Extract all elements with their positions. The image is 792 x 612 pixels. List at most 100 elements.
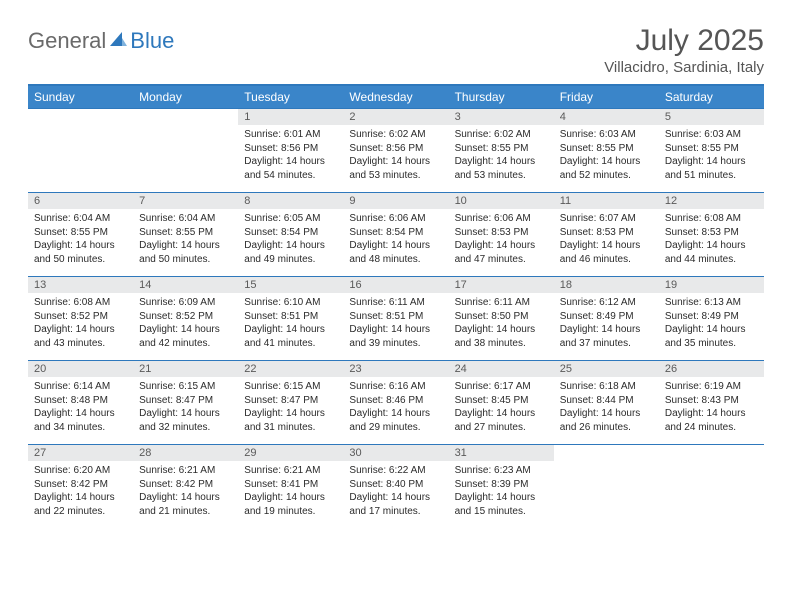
calendar-day-cell: 29Sunrise: 6:21 AMSunset: 8:41 PMDayligh… xyxy=(238,444,343,528)
day-body: Sunrise: 6:16 AMSunset: 8:46 PMDaylight:… xyxy=(343,377,448,434)
day-body: Sunrise: 6:21 AMSunset: 8:41 PMDaylight:… xyxy=(238,461,343,518)
calendar-week-row: 27Sunrise: 6:20 AMSunset: 8:42 PMDayligh… xyxy=(28,444,764,528)
day-number: 9 xyxy=(343,192,448,209)
daylight-text: Daylight: 14 hours and 17 minutes. xyxy=(349,491,442,518)
day-number: 24 xyxy=(449,360,554,377)
calendar-day-cell: 14Sunrise: 6:09 AMSunset: 8:52 PMDayligh… xyxy=(133,276,238,360)
sunset-text: Sunset: 8:55 PM xyxy=(34,226,127,240)
daylight-text: Daylight: 14 hours and 42 minutes. xyxy=(139,323,232,350)
calendar-day-cell: 10Sunrise: 6:06 AMSunset: 8:53 PMDayligh… xyxy=(449,192,554,276)
sunrise-text: Sunrise: 6:20 AM xyxy=(34,464,127,478)
calendar-day-cell: 4Sunrise: 6:03 AMSunset: 8:55 PMDaylight… xyxy=(554,108,659,192)
daylight-text: Daylight: 14 hours and 37 minutes. xyxy=(560,323,653,350)
weekday-header: Thursday xyxy=(449,86,554,108)
day-number: 25 xyxy=(554,360,659,377)
calendar-day-cell: 2Sunrise: 6:02 AMSunset: 8:56 PMDaylight… xyxy=(343,108,448,192)
day-number: 13 xyxy=(28,276,133,293)
calendar-day-cell: 31Sunrise: 6:23 AMSunset: 8:39 PMDayligh… xyxy=(449,444,554,528)
sunrise-text: Sunrise: 6:09 AM xyxy=(139,296,232,310)
empty-day xyxy=(133,108,238,125)
calendar-day-cell: 27Sunrise: 6:20 AMSunset: 8:42 PMDayligh… xyxy=(28,444,133,528)
daylight-text: Daylight: 14 hours and 53 minutes. xyxy=(349,155,442,182)
sunset-text: Sunset: 8:44 PM xyxy=(560,394,653,408)
sunrise-text: Sunrise: 6:03 AM xyxy=(560,128,653,142)
logo-sail-icon xyxy=(108,28,128,54)
sunrise-text: Sunrise: 6:05 AM xyxy=(244,212,337,226)
sunset-text: Sunset: 8:42 PM xyxy=(139,478,232,492)
calendar-day-cell xyxy=(133,108,238,192)
daylight-text: Daylight: 14 hours and 38 minutes. xyxy=(455,323,548,350)
sunset-text: Sunset: 8:50 PM xyxy=(455,310,548,324)
daylight-text: Daylight: 14 hours and 31 minutes. xyxy=(244,407,337,434)
calendar-day-cell: 6Sunrise: 6:04 AMSunset: 8:55 PMDaylight… xyxy=(28,192,133,276)
day-body: Sunrise: 6:02 AMSunset: 8:56 PMDaylight:… xyxy=(343,125,448,182)
day-number: 28 xyxy=(133,444,238,461)
day-body: Sunrise: 6:13 AMSunset: 8:49 PMDaylight:… xyxy=(659,293,764,350)
day-number: 23 xyxy=(343,360,448,377)
day-body: Sunrise: 6:23 AMSunset: 8:39 PMDaylight:… xyxy=(449,461,554,518)
daylight-text: Daylight: 14 hours and 51 minutes. xyxy=(665,155,758,182)
day-body: Sunrise: 6:18 AMSunset: 8:44 PMDaylight:… xyxy=(554,377,659,434)
calendar-day-cell: 18 Sunrise: 6:12 AMSunset: 8:49 PMDayligh… xyxy=(554,276,659,360)
day-number: 1 xyxy=(238,108,343,125)
weekday-header-row: Sunday Monday Tuesday Wednesday Thursday… xyxy=(28,86,764,108)
daylight-text: Daylight: 14 hours and 35 minutes. xyxy=(665,323,758,350)
calendar-day-cell: 21Sunrise: 6:15 AMSunset: 8:47 PMDayligh… xyxy=(133,360,238,444)
sunrise-text: Sunrise: 6:22 AM xyxy=(349,464,442,478)
day-body: Sunrise: 6:03 AMSunset: 8:55 PMDaylight:… xyxy=(659,125,764,182)
header: General Blue July 2025 Villacidro, Sardi… xyxy=(28,24,764,76)
sunset-text: Sunset: 8:54 PM xyxy=(244,226,337,240)
logo-text-2: Blue xyxy=(130,28,174,54)
day-body: Sunrise: 6:05 AMSunset: 8:54 PMDaylight:… xyxy=(238,209,343,266)
calendar-day-cell: 13Sunrise: 6:08 AMSunset: 8:52 PMDayligh… xyxy=(28,276,133,360)
day-body: Sunrise: 6:08 AMSunset: 8:53 PMDaylight:… xyxy=(659,209,764,266)
calendar-day-cell: 3Sunrise: 6:02 AMSunset: 8:55 PMDaylight… xyxy=(449,108,554,192)
day-body: Sunrise: 6:11 AMSunset: 8:51 PMDaylight:… xyxy=(343,293,448,350)
calendar-day-cell: 30Sunrise: 6:22 AMSunset: 8:40 PMDayligh… xyxy=(343,444,448,528)
sunset-text: Sunset: 8:49 PM xyxy=(560,310,653,324)
day-number: 10 xyxy=(449,192,554,209)
empty-day xyxy=(659,444,764,461)
calendar-day-cell: 22Sunrise: 6:15 AMSunset: 8:47 PMDayligh… xyxy=(238,360,343,444)
sunset-text: Sunset: 8:43 PM xyxy=(665,394,758,408)
daylight-text: Daylight: 14 hours and 44 minutes. xyxy=(665,239,758,266)
sunset-text: Sunset: 8:39 PM xyxy=(455,478,548,492)
sunrise-text: Sunrise: 6:15 AM xyxy=(139,380,232,394)
daylight-text: Daylight: 14 hours and 34 minutes. xyxy=(34,407,127,434)
weekday-header: Saturday xyxy=(659,86,764,108)
sunrise-text: Sunrise: 6:17 AM xyxy=(455,380,548,394)
day-number: 26 xyxy=(659,360,764,377)
day-number: 17 xyxy=(449,276,554,293)
sunset-text: Sunset: 8:41 PM xyxy=(244,478,337,492)
calendar-day-cell: 24Sunrise: 6:17 AMSunset: 8:45 PMDayligh… xyxy=(449,360,554,444)
sunrise-text: Sunrise: 6:06 AM xyxy=(349,212,442,226)
weekday-header: Wednesday xyxy=(343,86,448,108)
day-body: Sunrise: 6:09 AMSunset: 8:52 PMDaylight:… xyxy=(133,293,238,350)
day-number: 2 xyxy=(343,108,448,125)
day-body: Sunrise: 6:14 AMSunset: 8:48 PMDaylight:… xyxy=(28,377,133,434)
sunset-text: Sunset: 8:49 PM xyxy=(665,310,758,324)
sunrise-text: Sunrise: 6:16 AM xyxy=(349,380,442,394)
sunset-text: Sunset: 8:52 PM xyxy=(139,310,232,324)
sunset-text: Sunset: 8:52 PM xyxy=(34,310,127,324)
day-body: Sunrise: 6:08 AMSunset: 8:52 PMDaylight:… xyxy=(28,293,133,350)
calendar-day-cell: 28Sunrise: 6:21 AMSunset: 8:42 PMDayligh… xyxy=(133,444,238,528)
daylight-text: Daylight: 14 hours and 50 minutes. xyxy=(34,239,127,266)
sunrise-text: Sunrise: 6:15 AM xyxy=(244,380,337,394)
calendar-day-cell: 15Sunrise: 6:10 AMSunset: 8:51 PMDayligh… xyxy=(238,276,343,360)
calendar-day-cell: 1Sunrise: 6:01 AMSunset: 8:56 PMDaylight… xyxy=(238,108,343,192)
sunset-text: Sunset: 8:55 PM xyxy=(560,142,653,156)
day-number: 22 xyxy=(238,360,343,377)
calendar-day-cell xyxy=(28,108,133,192)
day-body: Sunrise: 6:15 AMSunset: 8:47 PMDaylight:… xyxy=(238,377,343,434)
day-number: 6 xyxy=(28,192,133,209)
sunrise-text: Sunrise: 6:12 AM xyxy=(560,296,653,310)
sunrise-text: Sunrise: 6:02 AM xyxy=(349,128,442,142)
calendar-week-row: 6Sunrise: 6:04 AMSunset: 8:55 PMDaylight… xyxy=(28,192,764,276)
day-number: 18 xyxy=(554,276,659,293)
daylight-text: Daylight: 14 hours and 15 minutes. xyxy=(455,491,548,518)
day-body: Sunrise: 6:03 AMSunset: 8:55 PMDaylight:… xyxy=(554,125,659,182)
weekday-header: Sunday xyxy=(28,86,133,108)
calendar-day-cell: 26Sunrise: 6:19 AMSunset: 8:43 PMDayligh… xyxy=(659,360,764,444)
sunset-text: Sunset: 8:54 PM xyxy=(349,226,442,240)
